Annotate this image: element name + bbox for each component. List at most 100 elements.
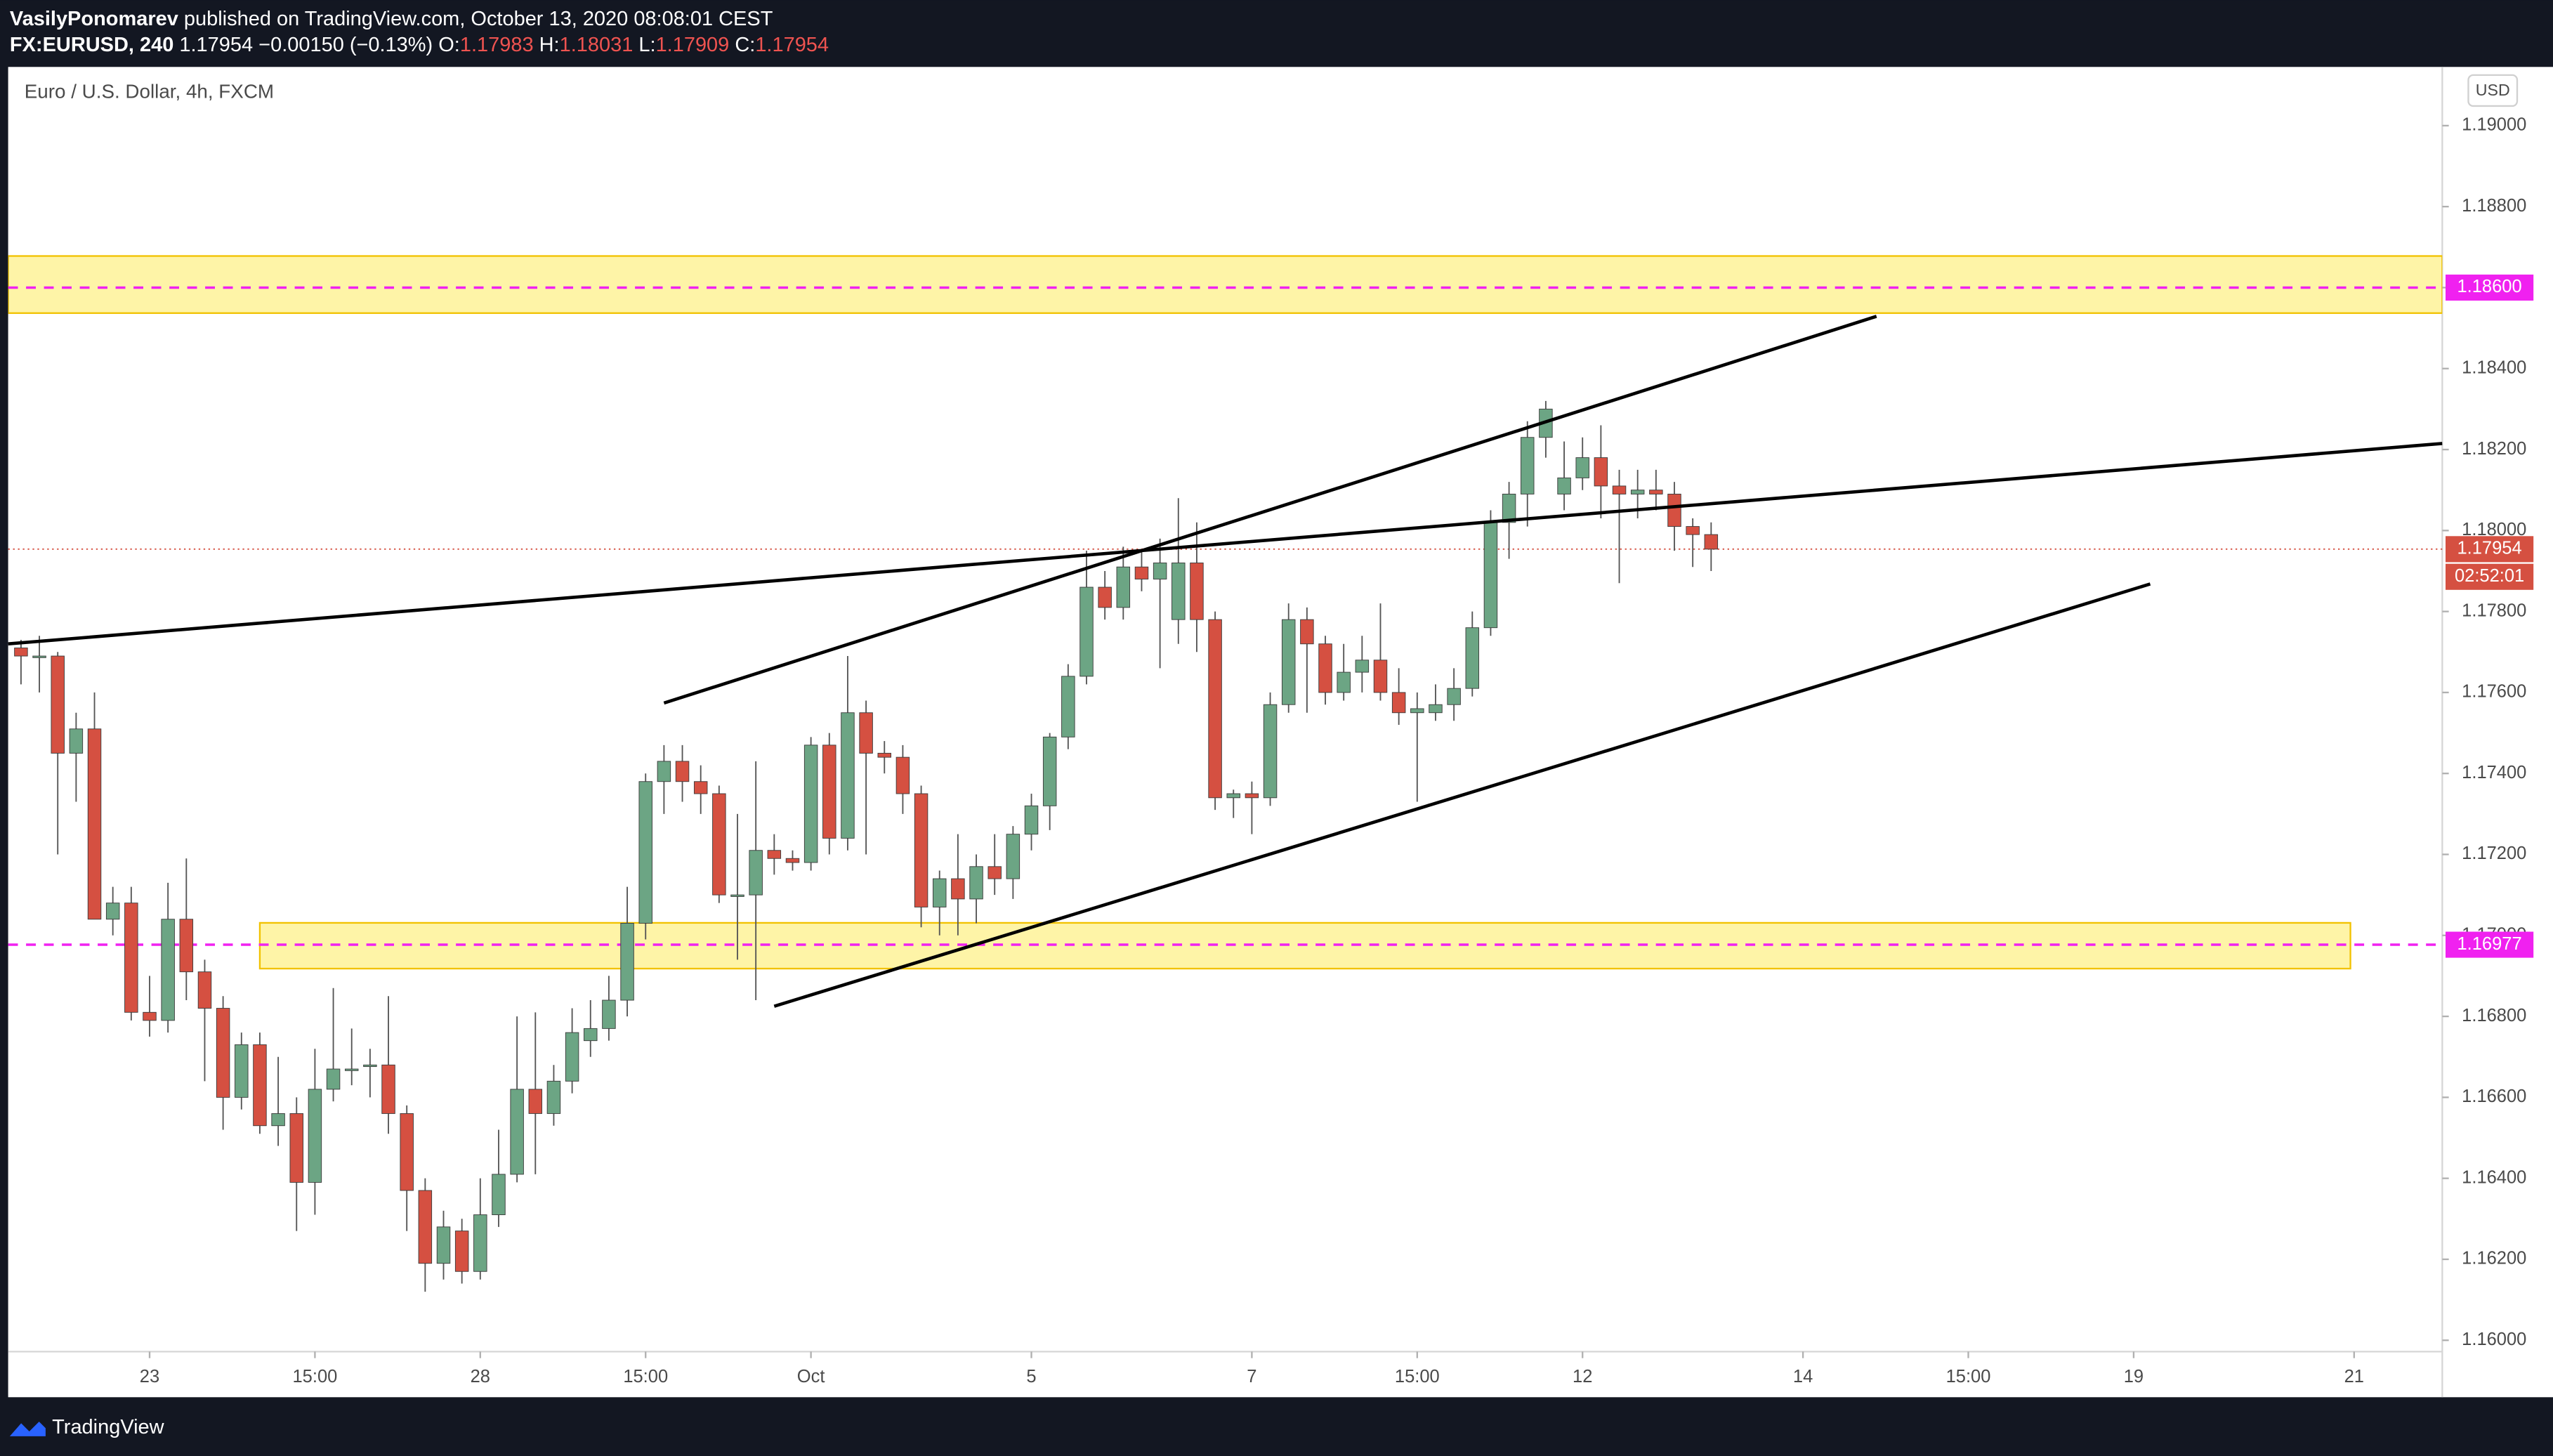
currency[interactable]: USD	[2476, 81, 2510, 99]
y-tick-label: 1.16800	[2462, 1006, 2526, 1025]
l-label: L:	[638, 34, 655, 56]
candle-body	[584, 1028, 598, 1042]
candle-body	[1172, 562, 1186, 620]
level-box	[2445, 274, 2534, 301]
x-tick-label: 28	[471, 1367, 490, 1386]
currency-box[interactable]	[2467, 74, 2519, 107]
candle-body	[602, 999, 616, 1029]
zone	[8, 255, 2443, 314]
level-label: 1.16977	[2457, 934, 2521, 954]
h-label: H:	[539, 34, 560, 56]
candle-body	[951, 878, 965, 900]
candle-body	[1281, 619, 1296, 705]
low: 1.17909	[656, 34, 730, 56]
trend-line	[773, 582, 2151, 1008]
last-price-label: 1.17954	[2457, 539, 2521, 558]
candle-body	[235, 1044, 249, 1098]
candle-body	[1686, 526, 1700, 535]
level-box	[2445, 931, 2534, 958]
y-tick-label: 1.17600	[2462, 682, 2526, 702]
candle-body	[1300, 619, 1314, 645]
candle-body	[546, 1080, 561, 1114]
candle-body	[197, 971, 212, 1009]
candle-body	[803, 745, 818, 863]
candle-body	[767, 850, 782, 859]
countdown: 02:52:01	[2455, 566, 2524, 586]
candle-body	[179, 919, 194, 973]
y-tick-label: 1.18400	[2462, 358, 2526, 377]
x-tick-label: 7	[1247, 1367, 1256, 1386]
y-tick-label: 1.19000	[2462, 115, 2526, 135]
high: 1.18031	[560, 34, 634, 56]
x-tick-label: 14	[1793, 1367, 1813, 1386]
x-tick-label: Oct	[797, 1367, 825, 1386]
candle-body	[1391, 692, 1406, 714]
candle-body	[987, 866, 1002, 879]
candle-body	[822, 745, 836, 839]
candle-body	[1465, 627, 1480, 689]
logo-icon	[9, 1422, 46, 1436]
candle-body	[1410, 708, 1424, 714]
x-tick-label: 15:00	[293, 1367, 338, 1386]
candle-body	[1061, 676, 1075, 737]
change: −0.00150 (−0.13%)	[258, 34, 433, 56]
candle-body	[730, 894, 744, 897]
candle-body	[877, 752, 892, 758]
candle-body	[933, 878, 947, 907]
candle-body	[841, 712, 855, 839]
candle-body	[565, 1032, 579, 1082]
candle-body	[14, 648, 28, 657]
candle-body	[1704, 534, 1719, 550]
candle-body	[1134, 566, 1149, 579]
open: 1.17983	[460, 34, 534, 56]
candle-body	[492, 1174, 506, 1216]
candle-body	[675, 761, 690, 782]
candle-body	[418, 1190, 433, 1264]
candle-body	[1153, 562, 1167, 579]
candle-body	[271, 1113, 285, 1127]
trend-line	[8, 442, 2443, 646]
candle-body	[1098, 586, 1112, 608]
candle-body	[1263, 704, 1278, 799]
candle-body	[454, 1231, 469, 1272]
candle-body	[381, 1064, 395, 1114]
countdown-box	[2445, 563, 2534, 590]
candle-body	[657, 761, 671, 782]
candle-body	[436, 1226, 451, 1264]
publisher-line: VasilyPonomarev published on TradingView…	[10, 8, 773, 30]
x-tick-label: 15:00	[1395, 1367, 1440, 1386]
candle-body	[87, 728, 102, 920]
candle-body	[1337, 671, 1351, 693]
candle-body	[620, 923, 634, 1001]
candle-body	[749, 850, 763, 896]
candle-body	[1042, 736, 1057, 806]
logo: TradingView	[9, 1416, 164, 1438]
candle-body	[105, 903, 120, 920]
plot	[8, 255, 2443, 1292]
y-tick-label: 1.17400	[2462, 763, 2526, 782]
y-tick-label: 1.18200	[2462, 439, 2526, 459]
y-tick-label: 1.16200	[2462, 1249, 2526, 1268]
candle-body	[859, 712, 873, 754]
candle-body	[1594, 457, 1608, 487]
y-tick-label: 1.17800	[2462, 601, 2526, 620]
candle-body	[895, 756, 910, 794]
candle-body	[69, 728, 84, 754]
o-label: O:	[438, 34, 460, 56]
candle-body	[785, 858, 800, 863]
candle-body	[1318, 643, 1332, 693]
candle-body	[528, 1089, 543, 1114]
candle-body	[400, 1113, 414, 1191]
candle-body	[1667, 493, 1681, 527]
candle-body	[308, 1089, 322, 1183]
last: 1.17954	[179, 34, 253, 56]
candle-body	[1373, 660, 1388, 693]
candle-body	[473, 1214, 487, 1272]
candle-body	[1630, 490, 1645, 494]
level-label: 1.18600	[2457, 277, 2521, 296]
y-tick-label: 1.16000	[2462, 1330, 2526, 1349]
candle-body	[1612, 485, 1627, 494]
published-note: published on TradingView.com, October 13…	[184, 8, 773, 30]
candle-body	[1483, 522, 1498, 629]
